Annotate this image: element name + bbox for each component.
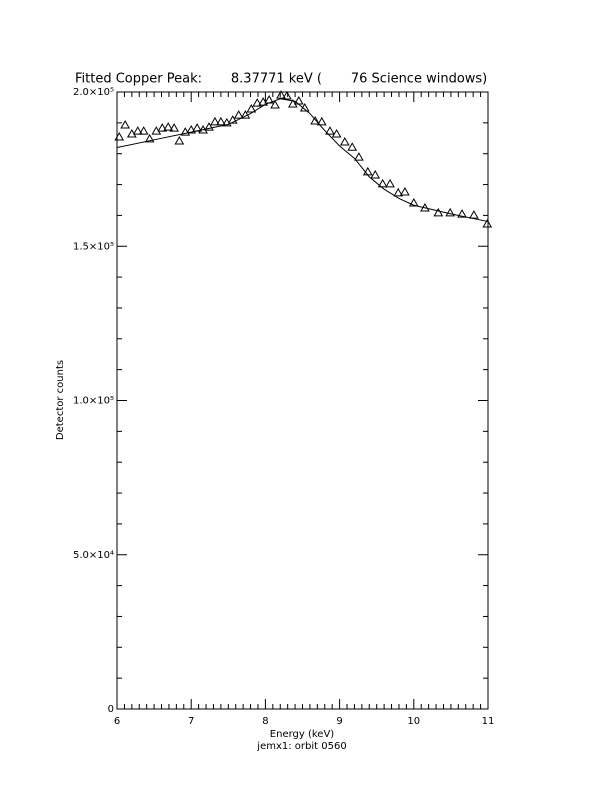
data-point (393, 187, 404, 197)
data-point (270, 99, 280, 109)
x-axis-label: Energy (keV) (270, 729, 335, 740)
footer: jemx1: orbit 0560 (256, 741, 346, 752)
data-point (400, 186, 410, 196)
data-point (144, 133, 155, 143)
x-tick-label: 11 (482, 716, 495, 727)
data-point (216, 116, 226, 126)
y-tick-label: 5.0×10⁴ (73, 550, 114, 561)
data-point (204, 122, 214, 131)
x-tick-label: 7 (188, 716, 194, 727)
data-point (310, 115, 320, 125)
data-point (138, 126, 149, 135)
data-point (186, 124, 197, 134)
x-tick-label: 6 (114, 716, 120, 727)
data-point (227, 115, 238, 124)
data-point (457, 209, 467, 218)
data-point (120, 120, 131, 129)
y-tick-label: 2.0×10⁵ (73, 87, 114, 98)
data-point (377, 178, 388, 188)
data-point (163, 122, 174, 131)
x-tick-label: 8 (262, 716, 268, 727)
data-point (233, 110, 244, 119)
data-point (445, 207, 456, 217)
data-point (114, 132, 125, 141)
fit-line (116, 98, 489, 223)
data-point (180, 127, 191, 136)
data-point (210, 116, 220, 126)
data-point (169, 123, 179, 132)
data-point (482, 219, 493, 228)
y-tick-label: 1.0×10⁵ (73, 396, 114, 407)
data-point (339, 136, 350, 146)
data-point (174, 136, 185, 145)
data-point (157, 123, 168, 132)
y-tick-label: 0 (108, 704, 114, 715)
data-point (331, 128, 342, 138)
data-point (347, 142, 358, 151)
data-point (276, 90, 286, 99)
data-point (282, 91, 292, 100)
y-tick-label: 1.5×10⁵ (73, 241, 114, 252)
y-axis-label: Detector counts (55, 360, 66, 440)
x-tick-label: 10 (407, 716, 420, 727)
data-point (325, 126, 335, 135)
data-point (316, 116, 327, 126)
data-point (370, 169, 381, 179)
data-point (252, 98, 263, 107)
data-point (433, 207, 444, 217)
chart-title: Fitted Copper Peak: 8.37771 keV ( 76 Sci… (75, 72, 487, 87)
x-tick-label: 9 (336, 716, 342, 727)
data-point (132, 126, 143, 135)
data-point (408, 198, 419, 207)
data-point (246, 103, 257, 113)
data-point (469, 210, 479, 219)
data-point (354, 152, 364, 161)
data-point (385, 178, 395, 188)
